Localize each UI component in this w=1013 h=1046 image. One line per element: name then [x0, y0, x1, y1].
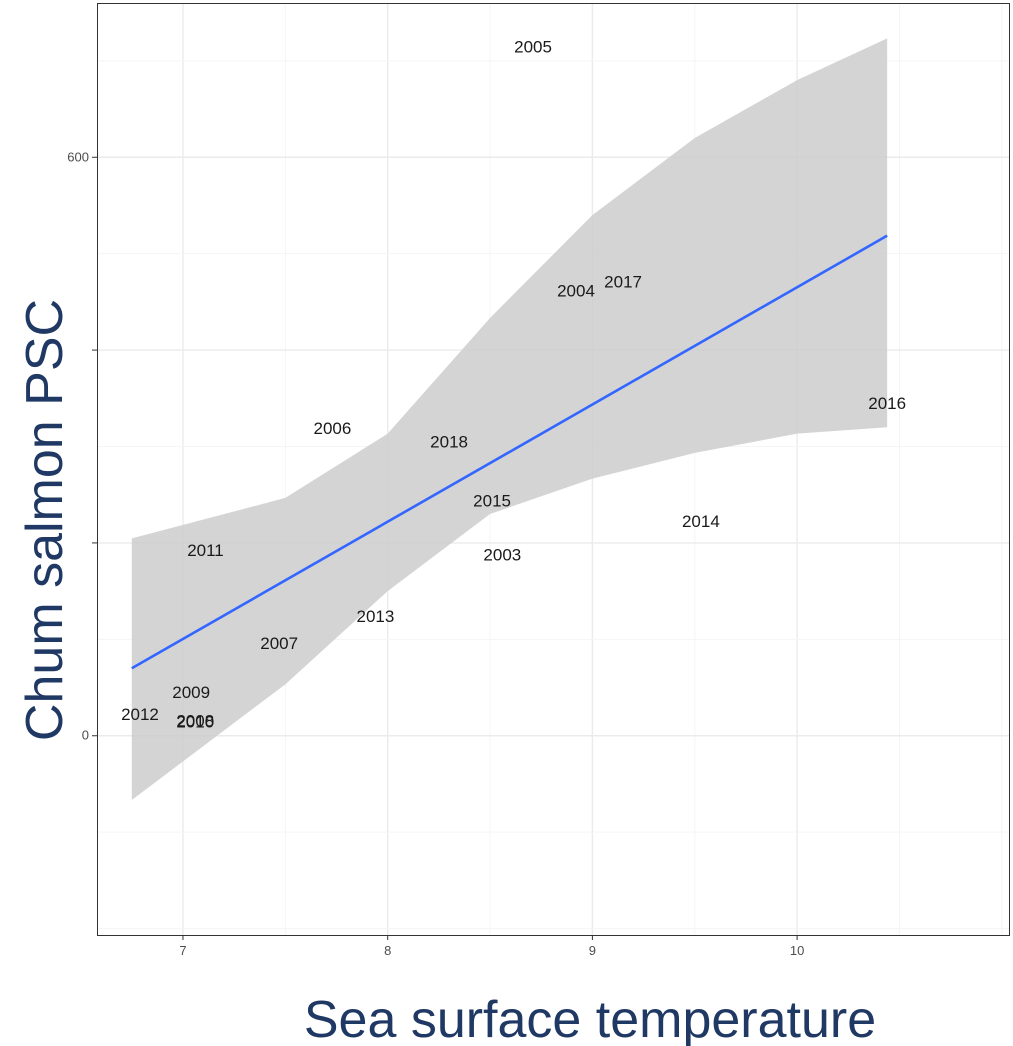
trend-line [131, 234, 888, 670]
point-label-2005: 2005 [514, 38, 552, 57]
point-label-2008: 2008 [176, 711, 214, 730]
point-label-2013: 2013 [356, 607, 394, 626]
confidence-band [131, 38, 888, 801]
y-tick-label: 0 [82, 728, 89, 743]
axis-ticks: 7 8 9 10 0 600 [67, 149, 804, 958]
point-label-2003: 2003 [483, 545, 521, 564]
y-axis-title: Chum salmon PSC [16, 299, 74, 741]
point-label-2011: 2011 [187, 541, 224, 560]
point-label-2009: 2009 [172, 683, 210, 702]
point-label-2012: 2012 [121, 705, 159, 724]
point-label-2010: 2010 [176, 713, 214, 732]
point-label-2018: 2018 [430, 432, 468, 451]
point-label-2016: 2016 [868, 394, 906, 413]
x-tick-label: 9 [589, 943, 596, 958]
point-label-2015: 2015 [473, 491, 511, 510]
x-axis-title: Sea surface temperature [304, 991, 876, 1046]
confidence-band-area [131, 38, 888, 801]
point-label-2014: 2014 [682, 512, 720, 531]
x-tick-label: 10 [790, 943, 804, 958]
y-tick-label: 600 [67, 149, 89, 164]
point-label-2007: 2007 [260, 634, 298, 653]
axes [97, 3, 1010, 936]
x-tick-label: 8 [384, 943, 391, 958]
data-points: 2003 2004 2005 2006 2007 2008 2009 2010 2011 2012… [121, 38, 906, 732]
x-tick-label: 7 [179, 943, 186, 958]
point-label-2004: 2004 [557, 281, 595, 300]
point-label-2017: 2017 [604, 272, 642, 291]
regression-line [131, 234, 888, 670]
point-label-2006: 2006 [314, 419, 352, 438]
